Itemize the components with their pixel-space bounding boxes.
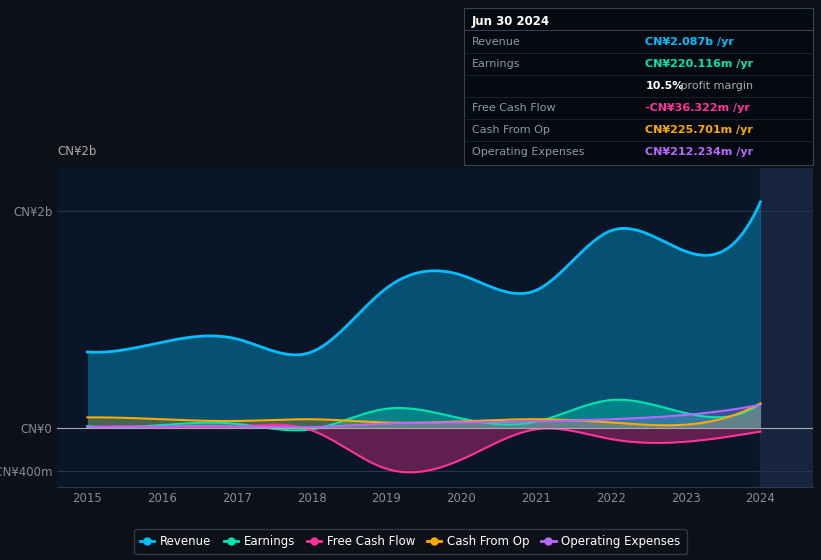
Text: Jun 30 2024: Jun 30 2024	[472, 15, 550, 28]
Legend: Revenue, Earnings, Free Cash Flow, Cash From Op, Operating Expenses: Revenue, Earnings, Free Cash Flow, Cash …	[135, 529, 686, 554]
Text: -CN¥36.322m /yr: -CN¥36.322m /yr	[645, 103, 750, 113]
Text: Operating Expenses: Operating Expenses	[472, 147, 585, 157]
Text: Revenue: Revenue	[472, 37, 521, 47]
Text: Earnings: Earnings	[472, 59, 521, 69]
Text: Free Cash Flow: Free Cash Flow	[472, 103, 556, 113]
Text: Cash From Op: Cash From Op	[472, 125, 550, 136]
Text: CN¥2.087b /yr: CN¥2.087b /yr	[645, 37, 734, 47]
Bar	[760, 168, 813, 487]
Text: CN¥225.701m /yr: CN¥225.701m /yr	[645, 125, 753, 136]
Text: CN¥212.234m /yr: CN¥212.234m /yr	[645, 147, 754, 157]
Text: CN¥2b: CN¥2b	[57, 146, 97, 158]
Text: profit margin: profit margin	[677, 81, 753, 91]
Text: CN¥220.116m /yr: CN¥220.116m /yr	[645, 59, 754, 69]
Text: 10.5%: 10.5%	[645, 81, 684, 91]
